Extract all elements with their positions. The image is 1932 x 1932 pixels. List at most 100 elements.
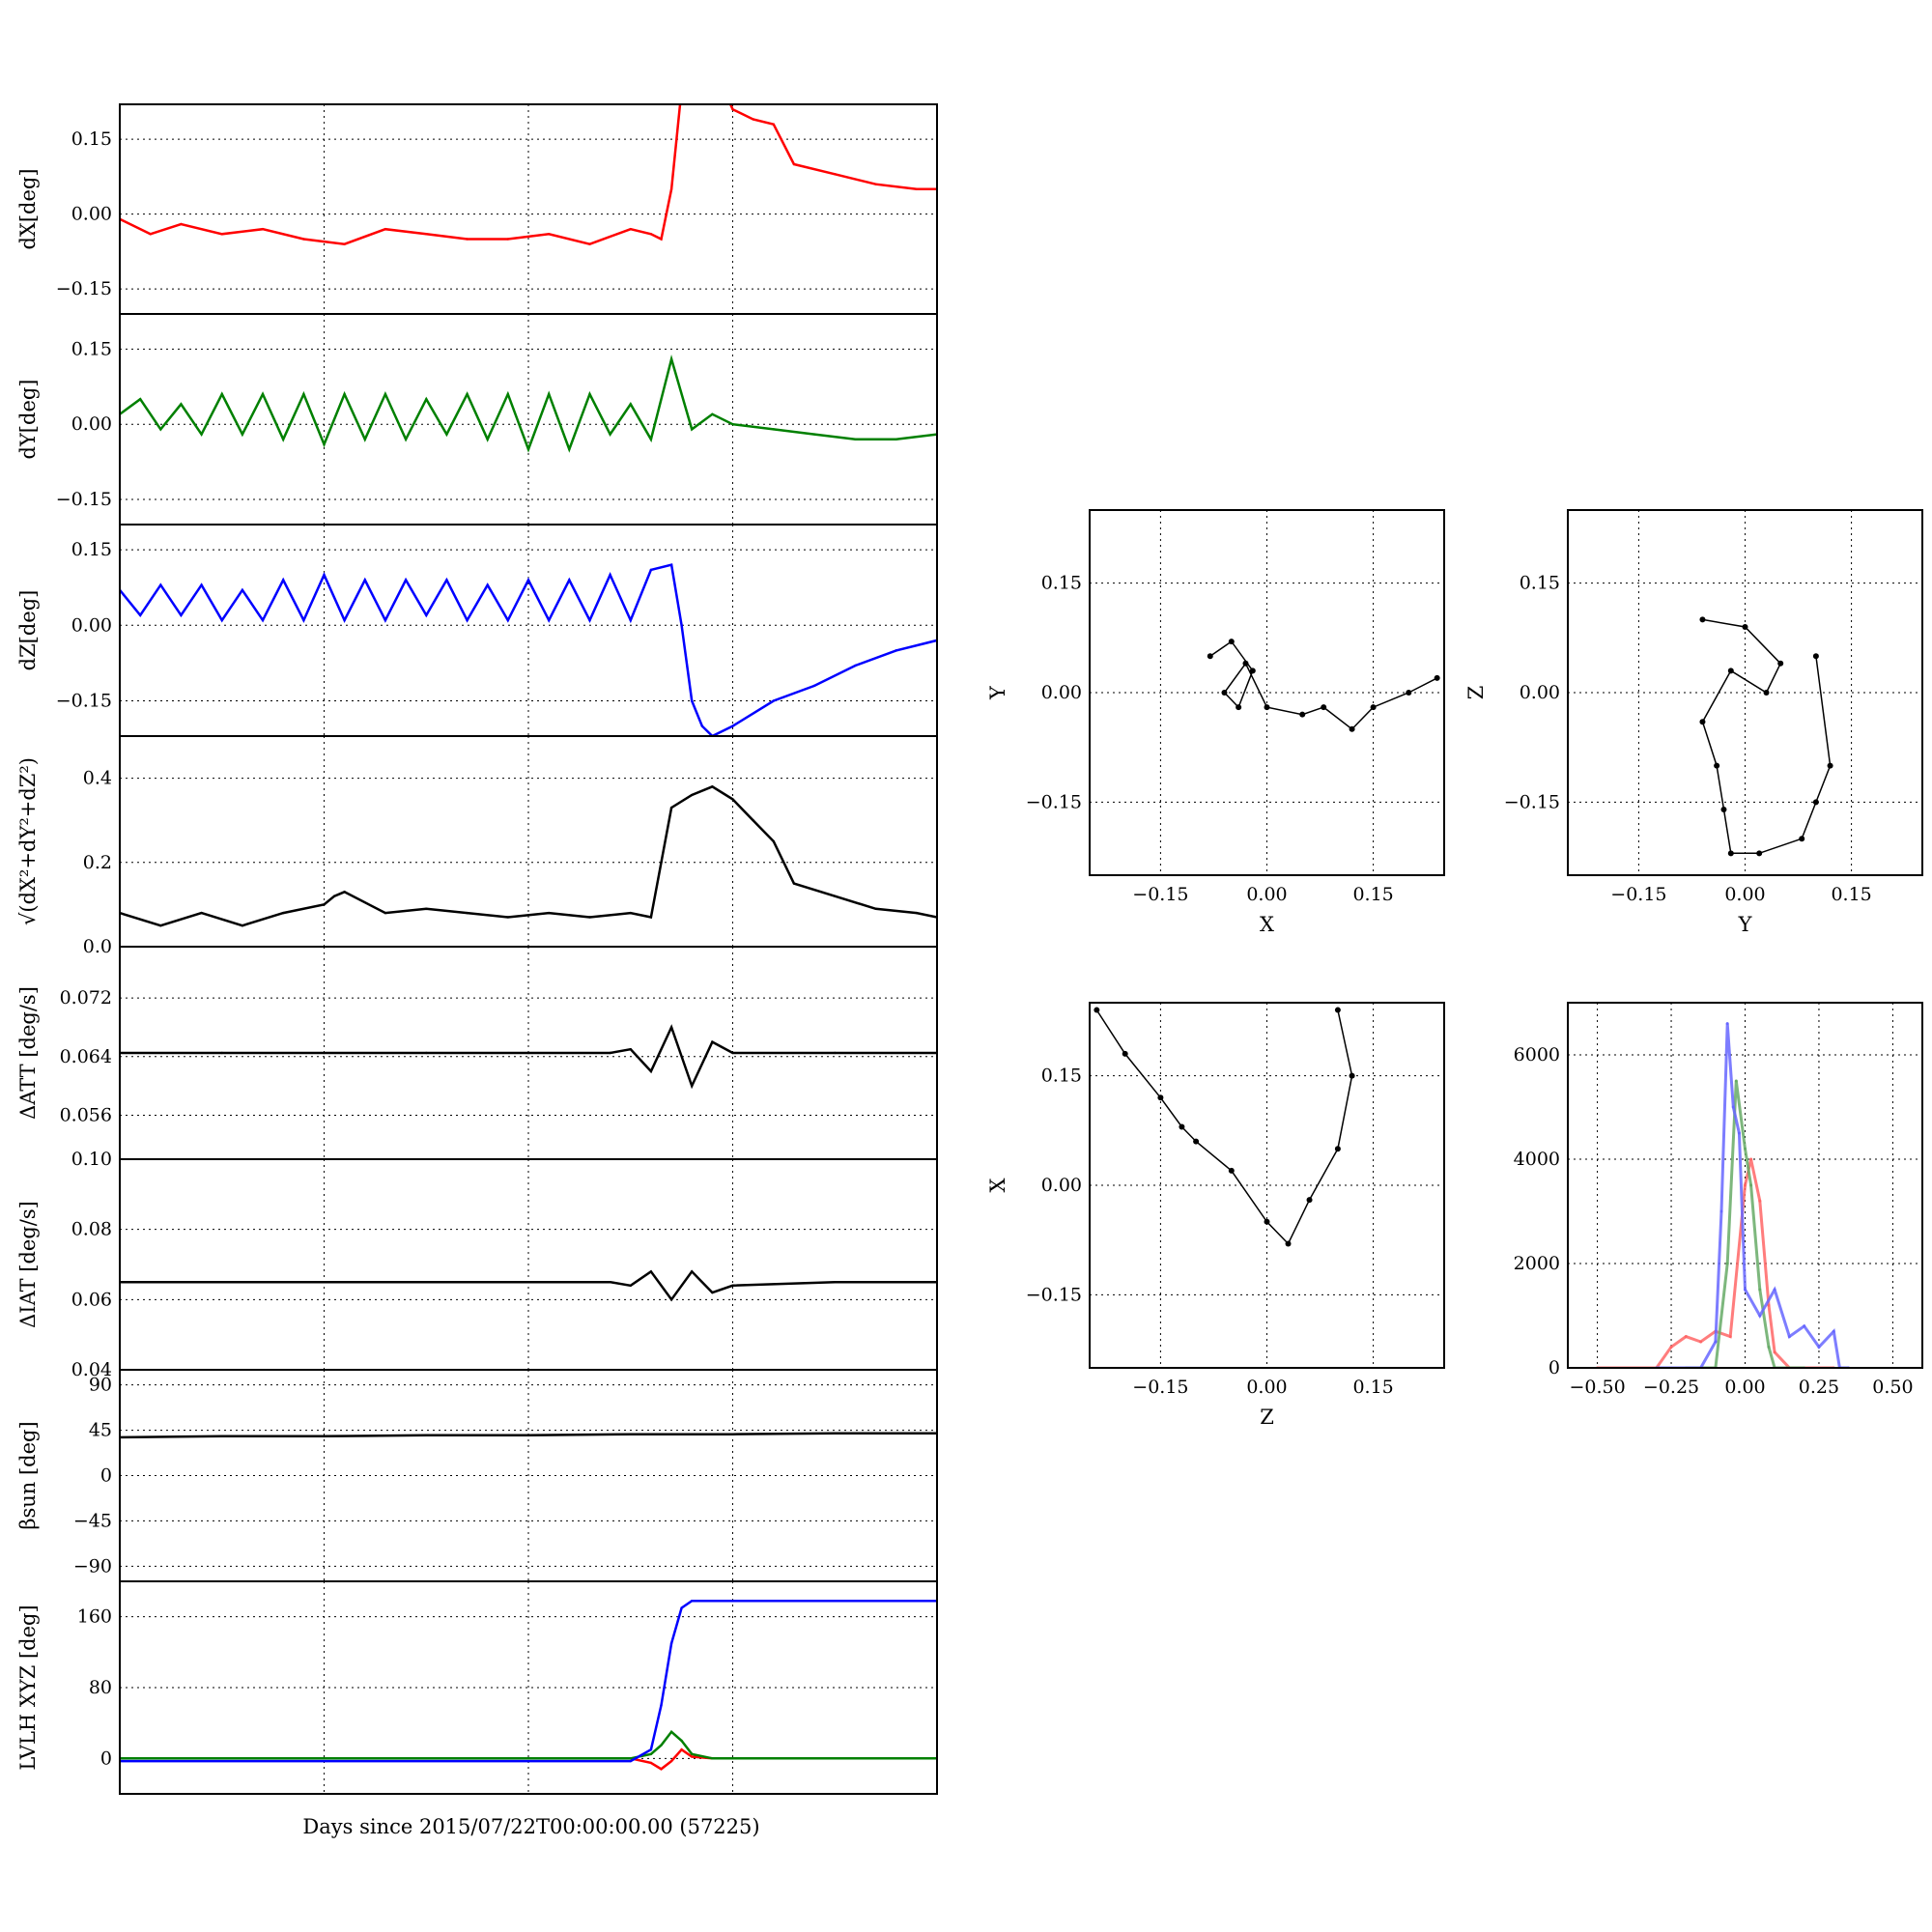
data-point: [711, 1291, 714, 1294]
data-point: [180, 403, 183, 406]
scatter-point: [1827, 762, 1833, 769]
data-point: [854, 438, 857, 440]
data-point: [669, 806, 673, 810]
panel-lvlh: 0 80 160 LVLH XYZ [deg]: [16, 1580, 938, 1795]
scatter-point: [1727, 668, 1734, 674]
x-axis-label: X: [1260, 913, 1274, 936]
y-axis-label: Z: [1464, 686, 1488, 700]
y-tick-label: 0.08: [71, 1219, 112, 1240]
data-point: [323, 442, 326, 446]
scatter-point: [1264, 1218, 1270, 1225]
data-point: [261, 227, 265, 231]
data-point: [526, 579, 530, 582]
histogram-bin: [1787, 1335, 1791, 1339]
data-point: [731, 107, 734, 111]
data-point: [711, 1040, 714, 1043]
series-line: [120, 563, 937, 736]
data-point: [649, 1270, 653, 1273]
x-tick-label: −0.15: [1132, 1377, 1188, 1398]
data-point: [282, 911, 285, 915]
histogram-series: [1656, 1023, 1849, 1368]
data-point: [425, 907, 428, 910]
scatter-point: [1699, 719, 1706, 725]
data-layer: [120, 63, 937, 246]
data-point: [384, 392, 387, 396]
data-point: [711, 63, 713, 65]
data-point: [915, 911, 919, 915]
histogram-bin: [1744, 1183, 1747, 1187]
data-layer: [120, 1024, 937, 1090]
data-point: [812, 433, 816, 436]
data-point: [526, 1051, 530, 1055]
y-tick-label: 0.00: [1041, 1175, 1082, 1196]
histogram-bin: [1817, 1345, 1821, 1349]
data-point: [691, 1270, 694, 1273]
y-tick-label: 0.064: [60, 1046, 112, 1067]
y-tick-label: 0.0: [83, 936, 112, 957]
y-axis-label: LVLH XYZ [deg]: [16, 1605, 40, 1770]
data-point: [547, 392, 551, 396]
x-axis-label-days: Days since 2015/07/22T00:00:00.00 (57225…: [302, 1815, 759, 1838]
data-point: [772, 699, 775, 702]
data-point: [660, 861, 663, 864]
data-point: [834, 1432, 837, 1435]
data-point: [700, 724, 703, 727]
data-layer: [1596, 1022, 1851, 1368]
data-point: [159, 583, 162, 586]
y-tick-label: 4000: [1514, 1149, 1560, 1170]
data-point: [241, 588, 244, 591]
plot-panels: −0.150.000.15dX[deg]−0.150.000.15dY[deg]…: [16, 63, 1923, 1795]
data-point: [404, 438, 408, 440]
data-point: [466, 238, 469, 241]
data-point: [691, 1755, 694, 1758]
data-point: [425, 613, 428, 617]
data-point: [660, 238, 663, 241]
data-point: [568, 579, 571, 582]
data-point: [138, 613, 142, 617]
data-point: [834, 1599, 837, 1603]
data-point: [669, 357, 673, 360]
y-tick-label: −0.15: [56, 278, 112, 299]
panel-norm: 0.0 0.2 0.4 √(dX²+dY²+dZ²): [16, 735, 938, 957]
data-point: [669, 563, 673, 566]
panel-xy_scatter: −0.15 0.00 0.15 −0.15 0.00 0.15 Y X: [986, 509, 1445, 936]
histogram-bin: [1744, 1288, 1747, 1292]
data-point: [149, 233, 152, 236]
scatter-point: [1193, 1138, 1200, 1145]
data-point: [669, 187, 673, 191]
data-point: [302, 392, 305, 396]
y-tick-label: 0.15: [1520, 573, 1560, 594]
data-point: [731, 422, 734, 426]
data-point: [343, 891, 346, 894]
y-tick-label: 6000: [1514, 1044, 1560, 1065]
y-tick-label: 0.04: [71, 1359, 112, 1380]
scatter-point: [1756, 850, 1763, 857]
panel-dX: −0.15 0.00 0.15 dX[deg]: [16, 63, 938, 315]
histogram-bin: [1744, 1147, 1747, 1151]
histogram-bin: [1758, 1288, 1762, 1292]
histogram-bin: [1728, 1335, 1732, 1339]
data-point: [834, 1051, 837, 1055]
data-point: [547, 618, 551, 622]
data-point: [915, 187, 919, 191]
histogram-bin: [1773, 1288, 1776, 1292]
data-point: [282, 579, 285, 582]
data-point: [568, 447, 571, 451]
scatter-point: [1799, 836, 1805, 842]
data-point: [404, 579, 408, 582]
data-point: [660, 1768, 663, 1771]
data-point: [323, 1280, 326, 1284]
histogram-bin: [1719, 1209, 1723, 1213]
data-point: [669, 1641, 673, 1645]
data-point: [343, 1280, 346, 1284]
data-point: [302, 618, 305, 622]
data-point: [609, 573, 611, 577]
panel-dATT: 0.056 0.064 0.072 ΔATT [deg/s]: [16, 946, 938, 1160]
data-point: [323, 1051, 326, 1055]
scatter-point: [1242, 660, 1249, 667]
y-tick-label: −0.15: [1026, 791, 1082, 812]
data-point: [220, 392, 223, 396]
histogram-series: [1686, 1080, 1804, 1368]
data-point: [343, 392, 346, 396]
